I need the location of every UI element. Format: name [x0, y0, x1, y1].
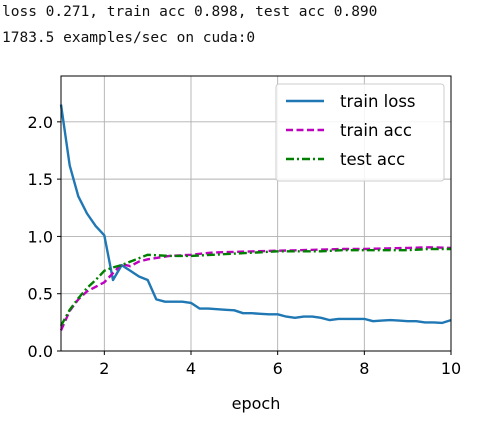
x-tick-label: 10 — [441, 359, 461, 378]
y-tick-label: 2.0 — [28, 113, 53, 132]
y-tick-label: 0.0 — [28, 342, 53, 361]
legend-label: train acc — [340, 121, 412, 140]
training-log-line-1: loss 0.271, train acc 0.898, test acc 0.… — [2, 4, 378, 20]
x-tick-label: 2 — [99, 359, 109, 378]
legend-label: test acc — [340, 150, 405, 169]
legend-label: train loss — [340, 92, 416, 111]
y-tick-label: 1.5 — [28, 170, 53, 189]
x-tick-label: 6 — [273, 359, 283, 378]
x-axis-label: epoch — [232, 394, 281, 413]
training-log-line-2: 1783.5 examples/sec on cuda:0 — [2, 30, 256, 46]
series-line-train-loss — [59, 104, 452, 325]
legend: train loss train acc test acc — [275, 83, 445, 182]
x-tick-label: 8 — [359, 359, 369, 378]
y-tick-label: 1.0 — [28, 227, 53, 246]
series-line-test-acc — [59, 247, 451, 327]
x-tick-label: 4 — [186, 359, 196, 378]
series-layer — [59, 104, 452, 331]
legend-box — [275, 83, 445, 182]
tick-layer: 2 4 6 8 10 0.0 0.5 1.0 1.5 2.0 — [28, 113, 462, 378]
axes-frame — [60, 75, 452, 352]
y-tick-label: 0.5 — [28, 285, 53, 304]
series-line-train-acc — [59, 246, 452, 331]
